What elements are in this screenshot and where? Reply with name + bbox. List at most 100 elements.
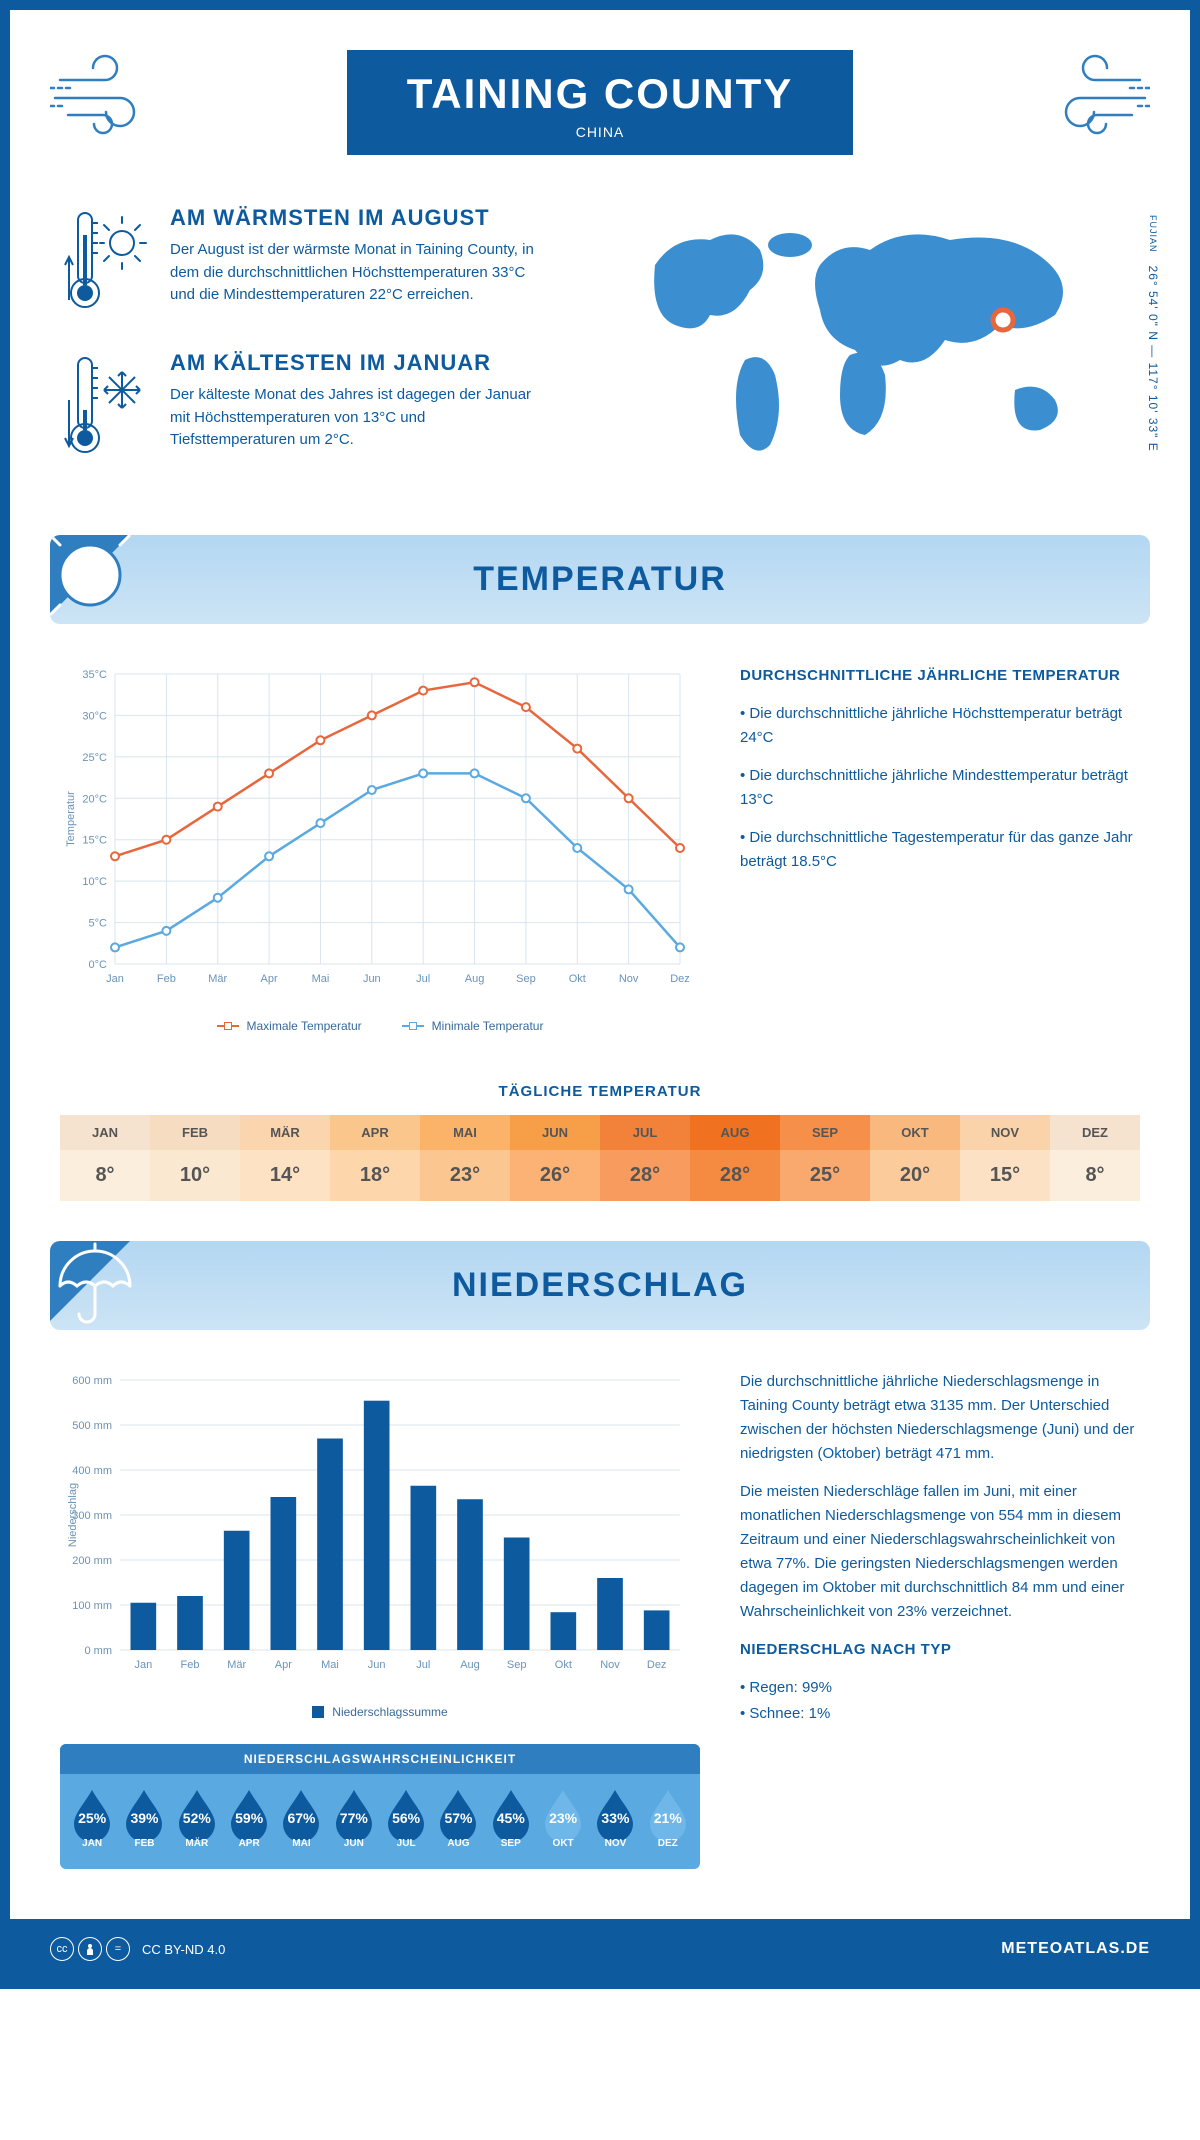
svg-text:Niederschlag: Niederschlag <box>67 1483 79 1547</box>
svg-text:Dez: Dez <box>670 973 690 985</box>
svg-text:Dez: Dez <box>647 1659 667 1671</box>
nd-icon: = <box>106 1937 130 1961</box>
svg-text:0 mm: 0 mm <box>85 1645 113 1657</box>
svg-text:Sep: Sep <box>516 973 536 985</box>
precipitation-text: Die durchschnittliche jährliche Niedersc… <box>740 1370 1140 1869</box>
temp-bullet-1: • Die durchschnittliche jährliche Höchst… <box>740 702 1140 750</box>
temperature-title: TEMPERATUR <box>70 560 1130 599</box>
fact-warmest: AM WÄRMSTEN IM AUGUST Der August ist der… <box>60 205 585 320</box>
precipitation-banner: NIEDERSCHLAG <box>50 1241 1150 1330</box>
svg-text:Okt: Okt <box>569 973 586 985</box>
svg-text:Temperatur: Temperatur <box>65 791 77 847</box>
svg-text:Jun: Jun <box>363 973 381 985</box>
temperature-body: 0°C5°C10°C15°C20°C25°C30°C35°CJanFebMärA… <box>10 654 1190 1063</box>
fact-warm-text: Der August ist der wärmste Monat in Tain… <box>170 239 550 307</box>
svg-text:Nov: Nov <box>619 973 639 985</box>
precip-p2: Die meisten Niederschläge fallen im Juni… <box>740 1480 1140 1624</box>
probability-drop: 52% MÄR <box>175 1788 219 1849</box>
svg-text:Sep: Sep <box>507 1659 527 1671</box>
svg-text:10°C: 10°C <box>82 876 107 888</box>
temp-stats-heading: DURCHSCHNITTLICHE JÄHRLICHE TEMPERATUR <box>740 664 1140 688</box>
probability-drop: 57% AUG <box>436 1788 480 1849</box>
probability-box: NIEDERSCHLAGSWAHRSCHEINLICHKEIT 25% JAN … <box>60 1744 700 1869</box>
svg-text:Jul: Jul <box>416 1659 430 1671</box>
svg-text:Jan: Jan <box>106 973 124 985</box>
cc-icons: cc = <box>50 1937 130 1961</box>
coordinates: FUJIAN 26° 54' 0" N — 117° 10' 33" E <box>1146 215 1160 452</box>
svg-text:200 mm: 200 mm <box>72 1555 112 1567</box>
precip-type-heading: NIEDERSCHLAG NACH TYP <box>740 1638 1140 1662</box>
temp-legend: Maximale Temperatur Minimale Temperatur <box>60 1019 700 1033</box>
svg-text:600 mm: 600 mm <box>72 1375 112 1387</box>
svg-text:Aug: Aug <box>460 1659 480 1671</box>
svg-text:30°C: 30°C <box>82 710 107 722</box>
precip-legend: Niederschlagssumme <box>60 1705 700 1719</box>
wind-icon-right <box>1030 50 1150 145</box>
fact-cold-title: AM KÄLTESTEN IM JANUAR <box>170 350 550 376</box>
site-name: METEOATLAS.DE <box>1001 1940 1150 1958</box>
precipitation-bar-chart: 0 mm100 mm200 mm300 mm400 mm500 mm600 mm… <box>60 1370 700 1690</box>
region-label: FUJIAN <box>1148 215 1158 253</box>
temp-cell: APR 18° <box>330 1115 420 1201</box>
legend-min: Minimale Temperatur <box>432 1019 544 1033</box>
temperature-banner: TEMPERATUR <box>50 535 1150 624</box>
by-icon <box>78 1937 102 1961</box>
svg-text:Mär: Mär <box>227 1659 246 1671</box>
probability-drop: 59% APR <box>227 1788 271 1849</box>
header: TAINING COUNTY CHINA <box>10 10 1190 175</box>
wind-icon-left <box>50 50 170 145</box>
title-banner: TAINING COUNTY CHINA <box>347 50 854 155</box>
temp-cell: OKT 20° <box>870 1115 960 1201</box>
probability-title: NIEDERSCHLAGSWAHRSCHEINLICHKEIT <box>60 1744 700 1774</box>
infographic-page: TAINING COUNTY CHINA <box>0 0 1200 1989</box>
svg-text:5°C: 5°C <box>89 918 108 930</box>
precip-p1: Die durchschnittliche jährliche Niedersc… <box>740 1370 1140 1466</box>
probability-drop: 21% DEZ <box>646 1788 690 1849</box>
temperature-line-chart: 0°C5°C10°C15°C20°C25°C30°C35°CJanFebMärA… <box>60 664 700 1004</box>
sun-icon <box>50 535 165 624</box>
page-title: TAINING COUNTY <box>407 70 794 118</box>
fact-warm-title: AM WÄRMSTEN IM AUGUST <box>170 205 550 231</box>
svg-text:25°C: 25°C <box>82 752 107 764</box>
footer: cc = CC BY-ND 4.0 METEOATLAS.DE <box>10 1919 1190 1979</box>
cc-icon: cc <box>50 1937 74 1961</box>
temp-bullet-3: • Die durchschnittliche Tagestemperatur … <box>740 826 1140 874</box>
probability-drop: 67% MAI <box>279 1788 323 1849</box>
probability-drop: 23% OKT <box>541 1788 585 1849</box>
legend-max: Maximale Temperatur <box>247 1019 362 1033</box>
thermometer-sun-icon <box>60 205 150 320</box>
temperature-stats: DURCHSCHNITTLICHE JÄHRLICHE TEMPERATUR •… <box>740 664 1140 1033</box>
temp-cell: MÄR 14° <box>240 1115 330 1201</box>
thermometer-snow-icon <box>60 350 150 465</box>
svg-text:0°C: 0°C <box>89 959 108 971</box>
temp-bullet-2: • Die durchschnittliche jährliche Mindes… <box>740 764 1140 812</box>
svg-text:Okt: Okt <box>555 1659 572 1671</box>
svg-text:Feb: Feb <box>157 973 176 985</box>
fact-coldest: AM KÄLTESTEN IM JANUAR Der kälteste Mona… <box>60 350 585 465</box>
temp-cell: JUL 28° <box>600 1115 690 1201</box>
world-map: FUJIAN 26° 54' 0" N — 117° 10' 33" E <box>615 205 1140 495</box>
precip-rain: • Regen: 99% <box>740 1676 1140 1700</box>
temp-cell: MAI 23° <box>420 1115 510 1201</box>
svg-text:Mai: Mai <box>321 1659 339 1671</box>
precipitation-title: NIEDERSCHLAG <box>70 1266 1130 1305</box>
temp-cell: AUG 28° <box>690 1115 780 1201</box>
lat-label: 26° 54' 0" N <box>1146 266 1160 341</box>
svg-text:Jun: Jun <box>368 1659 386 1671</box>
probability-drop: 25% JAN <box>70 1788 114 1849</box>
svg-text:Aug: Aug <box>465 973 485 985</box>
svg-text:500 mm: 500 mm <box>72 1420 112 1432</box>
intro-section: AM WÄRMSTEN IM AUGUST Der August ist der… <box>10 175 1190 535</box>
svg-text:Apr: Apr <box>275 1659 292 1671</box>
umbrella-icon <box>50 1241 165 1330</box>
probability-drop: 45% SEP <box>489 1788 533 1849</box>
precipitation-body: 0 mm100 mm200 mm300 mm400 mm500 mm600 mm… <box>10 1360 1190 1899</box>
precip-snow: • Schnee: 1% <box>740 1702 1140 1726</box>
probability-drop: 33% NOV <box>593 1788 637 1849</box>
svg-text:Feb: Feb <box>181 1659 200 1671</box>
daily-temp-title: TÄGLICHE TEMPERATUR <box>10 1083 1190 1100</box>
fact-cold-text: Der kälteste Monat des Jahres ist dagege… <box>170 384 550 452</box>
lon-label: 117° 10' 33" E <box>1146 363 1160 452</box>
svg-text:35°C: 35°C <box>82 669 107 681</box>
svg-text:100 mm: 100 mm <box>72 1600 112 1612</box>
